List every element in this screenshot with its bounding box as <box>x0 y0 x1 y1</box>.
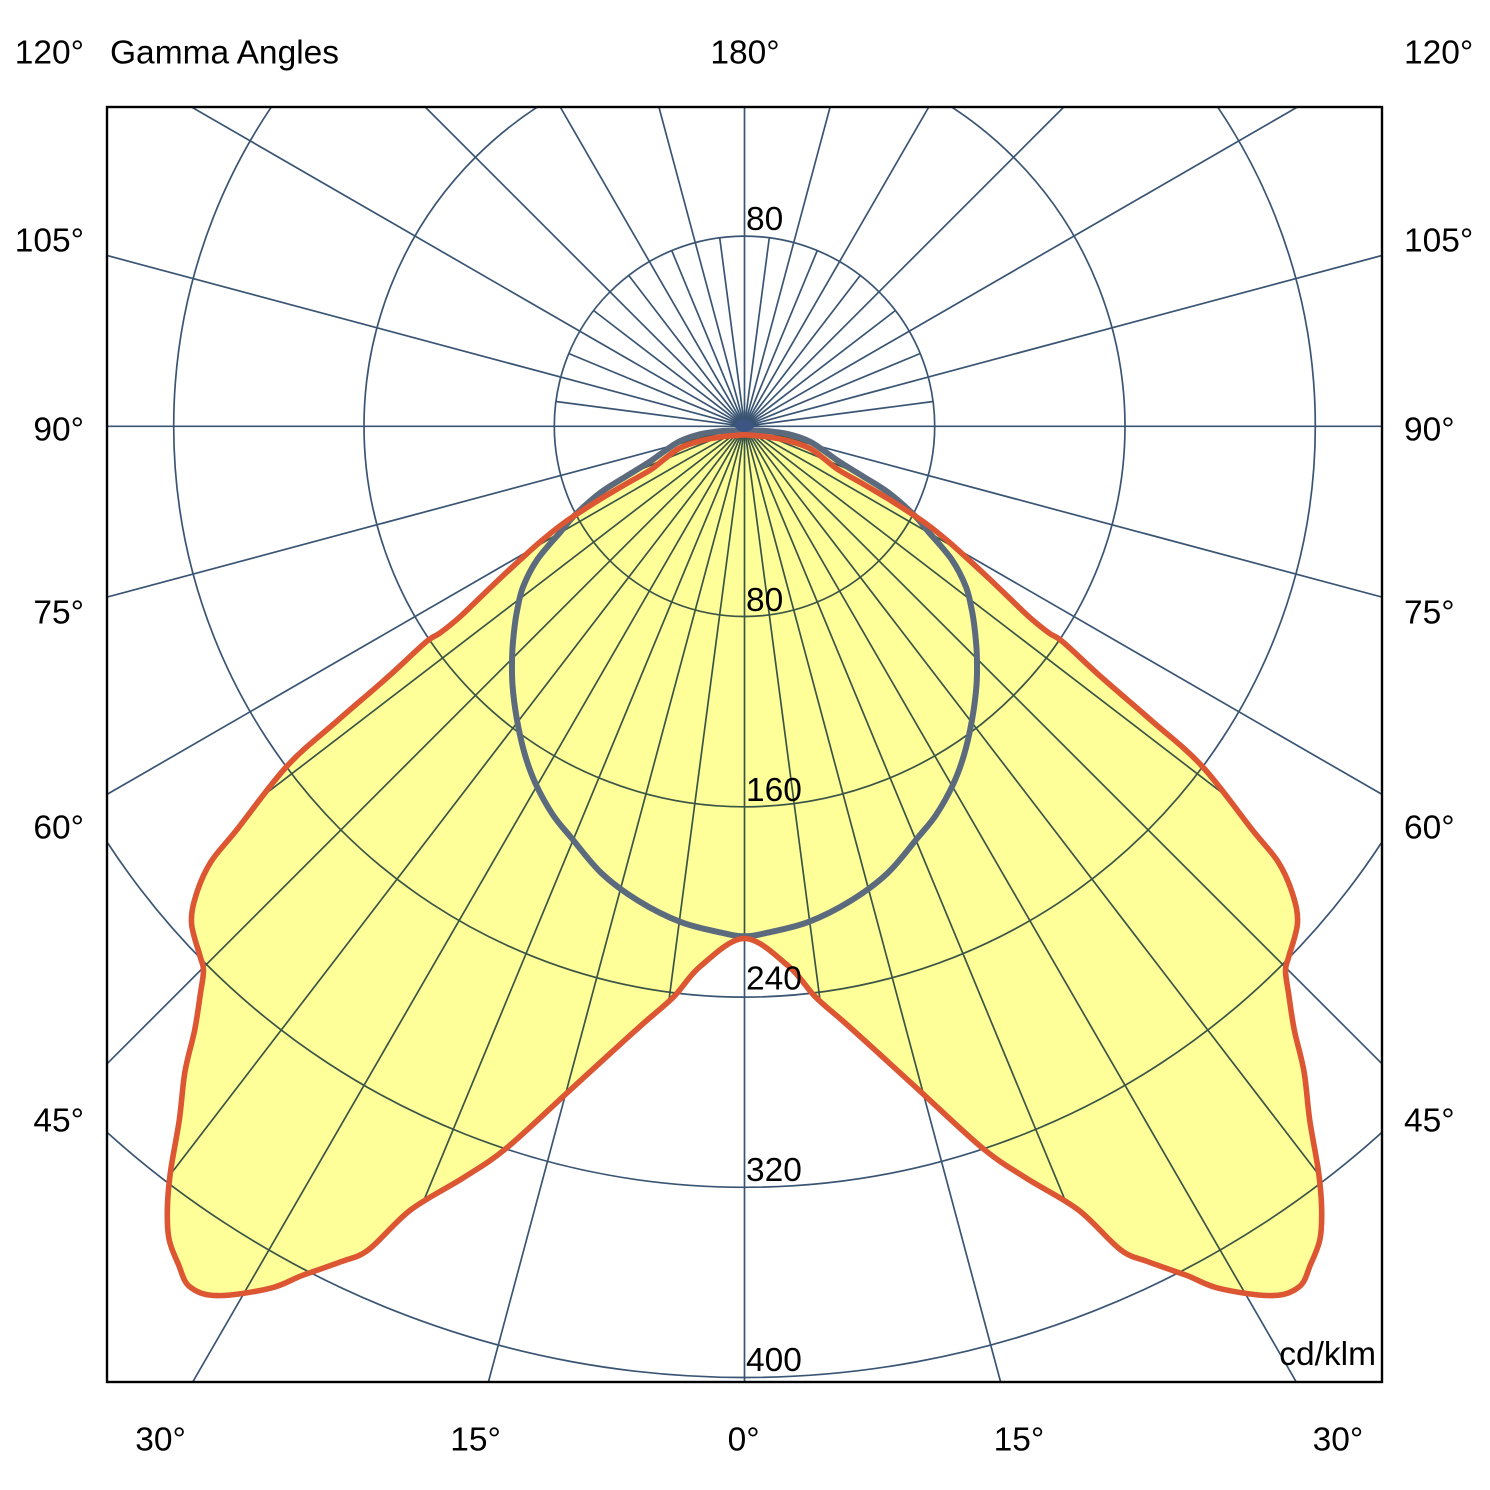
svg-text:0°: 0° <box>728 1422 760 1459</box>
svg-text:60°: 60° <box>33 809 84 846</box>
svg-text:75°: 75° <box>33 594 84 631</box>
svg-text:15°: 15° <box>450 1422 501 1459</box>
svg-text:90°: 90° <box>1404 411 1455 448</box>
svg-text:30°: 30° <box>135 1422 186 1459</box>
svg-text:120°: 120° <box>1404 35 1473 72</box>
svg-text:400: 400 <box>746 1342 802 1379</box>
svg-text:cd/klm: cd/klm <box>1279 1336 1376 1373</box>
svg-text:Gamma Angles: Gamma Angles <box>110 35 339 72</box>
svg-text:80: 80 <box>746 582 783 619</box>
svg-text:160: 160 <box>746 772 802 809</box>
svg-text:60°: 60° <box>1404 809 1455 846</box>
svg-text:45°: 45° <box>1404 1102 1455 1139</box>
svg-text:75°: 75° <box>1404 594 1455 631</box>
svg-text:30°: 30° <box>1313 1422 1364 1459</box>
svg-text:120°: 120° <box>15 35 84 72</box>
svg-text:240: 240 <box>746 961 802 998</box>
svg-text:105°: 105° <box>1404 223 1473 260</box>
svg-text:105°: 105° <box>15 223 84 260</box>
svg-text:15°: 15° <box>994 1422 1045 1459</box>
svg-text:80: 80 <box>746 201 783 238</box>
svg-text:90°: 90° <box>33 411 84 448</box>
svg-text:180°: 180° <box>710 35 779 72</box>
svg-text:45°: 45° <box>33 1102 84 1139</box>
svg-text:320: 320 <box>746 1152 802 1189</box>
